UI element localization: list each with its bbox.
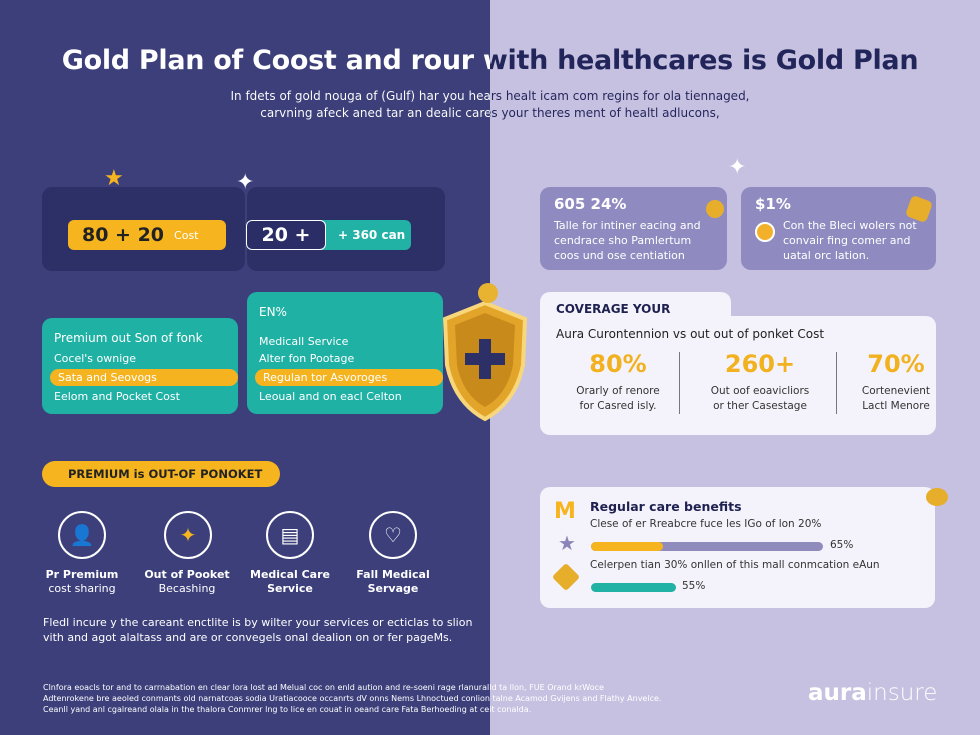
star-icon: ★ xyxy=(104,166,124,191)
star-wallet-icon: ✦ xyxy=(164,511,212,559)
shield-icon xyxy=(442,300,528,422)
benefit-text: Celerpen tian 30% onllen of this mall co… xyxy=(590,559,880,571)
stat-card-1: 605 24% Talle for intiner eacing and cen… xyxy=(540,187,727,270)
stat-desc: or ther Casestage xyxy=(713,400,807,412)
pill-value: 20 + xyxy=(246,220,326,250)
subtitle-line: In fdets of gold nouga of (Gulf) har you… xyxy=(230,89,750,103)
badge-m-icon: M xyxy=(554,499,576,524)
stat-card-2: $1% Con the Bleci wolers not convair fin… xyxy=(741,187,936,270)
pill-value: 80 + 20 xyxy=(82,224,165,246)
footer-text: Clnfora eoacls tor and to carrnabation e… xyxy=(43,683,662,714)
pill-unit: Cost xyxy=(174,228,199,242)
coverage-card: Aura Curontennion vs out out of ponket C… xyxy=(540,316,936,435)
stat-value: $1% xyxy=(755,195,791,213)
list-item-highlight: Sata and Seovogs xyxy=(50,369,238,386)
stat-desc: Lactl Menore xyxy=(862,400,930,412)
list-item: Eelom and Pocket Cost xyxy=(54,390,180,403)
page-title: Gold Plan of Coost and rour with healthc… xyxy=(0,45,980,76)
benefit-bar-track xyxy=(591,542,823,551)
list-item: Leoual and on eacl Celton xyxy=(259,390,402,403)
divider xyxy=(836,352,837,414)
stat-desc: for Casred isly. xyxy=(579,400,657,412)
feature-label: Pr Premium cost sharing xyxy=(45,568,119,595)
gem-icon xyxy=(551,562,581,592)
teal-card-premium: Premium out Son of fonk Cocel's ownige S… xyxy=(42,318,238,414)
benefit-bar-fill xyxy=(591,583,676,592)
stat-value: 70% xyxy=(867,350,925,378)
coverage-stat: 80% Orarly of renore for Casred isly. xyxy=(554,350,682,414)
list-item: Alter fon Pootage xyxy=(259,352,355,365)
stat-desc: Out oof eoavicliors xyxy=(710,385,810,397)
coverage-stat: 260+ Out oof eoavicliors or ther Casestage xyxy=(696,350,824,414)
card-title: Premium out Son of fonk xyxy=(54,331,203,345)
pill-extra: + 360 can xyxy=(338,228,406,242)
star-icon: ★ xyxy=(558,531,576,555)
subtitle-line: carvning afeck aned tar an dealic cares … xyxy=(260,106,720,120)
stat-value: 80% xyxy=(589,350,647,378)
benefits-card: M Regular care benefits Clese of er Rrea… xyxy=(540,487,935,608)
teal-card-services: EN% Medicall Service Alter fon Pootage R… xyxy=(247,292,443,414)
card-title: EN% xyxy=(259,305,287,319)
benefits-title: Regular care benefits xyxy=(590,499,742,514)
person-icon: 👤 xyxy=(58,511,106,559)
cost-pill-teal: 20 + + 360 can xyxy=(246,220,411,250)
coin-icon xyxy=(478,283,498,303)
list-item-highlight: Regulan tor Asvoroges xyxy=(255,369,443,386)
benefit-bar-track xyxy=(591,583,676,592)
stat-desc: Orarly of renore xyxy=(576,385,660,397)
benefit-text: Clese of er Rreabcre fuce les IGo of lon… xyxy=(590,518,822,530)
coin-icon xyxy=(926,488,948,506)
coin-icon xyxy=(755,222,775,242)
stat-text: Con the Bleci wolers not convair fing co… xyxy=(783,219,917,262)
cost-pill-gold: 80 + 20 Cost xyxy=(68,220,226,250)
benefit-bar-fill xyxy=(591,542,663,551)
feature-label: Fall Medical Servage xyxy=(356,568,430,595)
list-item: Medicall Service xyxy=(259,335,349,348)
hand-heart-icon: ♡ xyxy=(369,511,417,559)
document-icon: ▤ xyxy=(266,511,314,559)
stat-value: 260+ xyxy=(724,350,796,378)
coin-icon xyxy=(706,200,724,218)
divider xyxy=(679,352,680,414)
stat-desc: Cortenevient xyxy=(861,385,931,397)
page-subtitle: In fdets of gold nouga of (Gulf) har you… xyxy=(0,88,980,122)
coverage-subtitle: Aura Curontennion vs out out of ponket C… xyxy=(556,327,825,341)
sparkle-icon: ✦ xyxy=(728,155,747,180)
feature-label: Medical Care Service xyxy=(250,568,330,595)
description-paragraph: Fledl incure y the careant enctlite is b… xyxy=(43,616,473,644)
stat-text: Talle for intiner eacing and cendrace sh… xyxy=(554,219,701,262)
coverage-stat: 70% Cortenevient Lactl Menore xyxy=(832,350,960,414)
stat-value: 605 24% xyxy=(554,195,627,213)
feature-label: Out of Pooket Becashing xyxy=(144,568,230,595)
list-item: Cocel's ownige xyxy=(54,352,137,365)
aura-insure-logo: aurainsure xyxy=(808,680,938,706)
bar-label: 65% xyxy=(830,539,854,551)
bar-label: 55% xyxy=(682,580,706,592)
premium-banner: PREMIUM is OUT-OF PONOKET xyxy=(42,461,280,487)
